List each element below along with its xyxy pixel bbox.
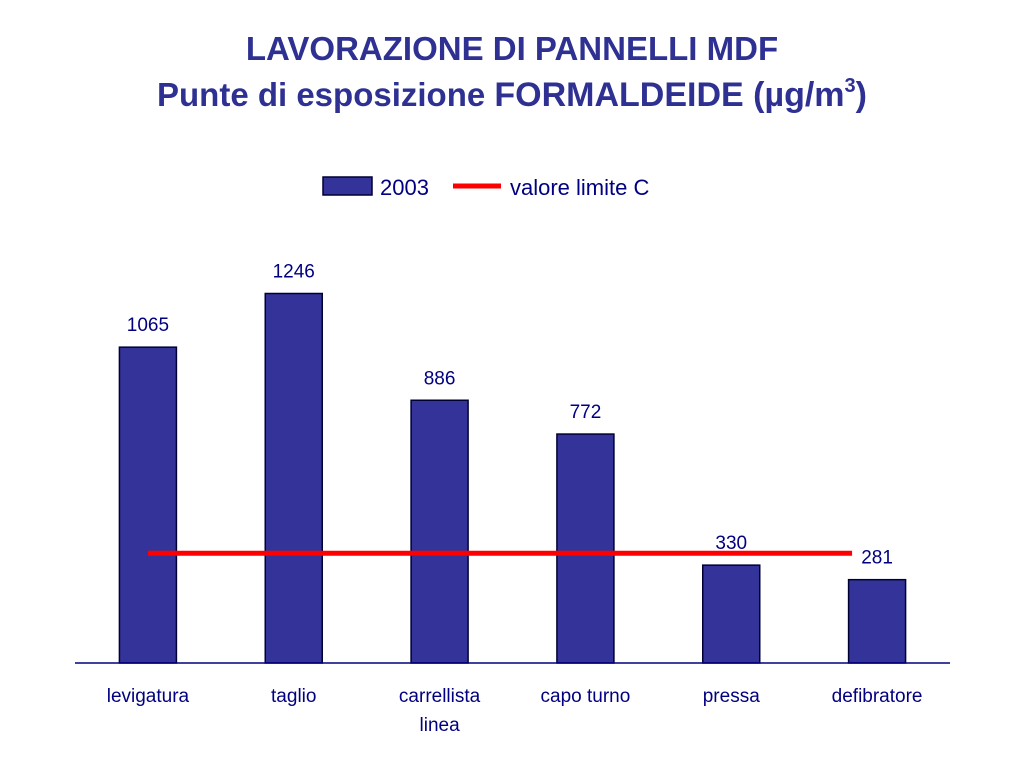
x-tick-label: taglio (271, 686, 316, 707)
x-tick-label: carrellista linea (399, 686, 481, 736)
subtitle-prefix: Punte di esposizione (157, 76, 495, 113)
x-tick-label: capo turno (541, 686, 631, 707)
bar (847, 578, 907, 664)
data-label: 330 (715, 533, 747, 554)
bar (264, 292, 323, 664)
legend-swatch-2003 (322, 176, 373, 196)
data-label: 886 (424, 368, 456, 389)
chart-title: LAVORAZIONE DI PANNELLI MDF (245, 30, 779, 67)
data-label: 281 (861, 548, 893, 569)
bar (410, 399, 469, 664)
x-tick-label: pressa (703, 686, 760, 707)
x-tick-label: defibratore (832, 686, 923, 707)
data-label: 1246 (273, 261, 315, 282)
subtitle-suffix: ) (855, 76, 867, 114)
bar (702, 564, 761, 664)
subtitle-superscript: 3 (844, 75, 856, 97)
subtitle-emphasis: FORMALDEIDE (µg/m (494, 76, 845, 114)
data-label: 1065 (127, 315, 169, 336)
legend-label-2003: 2003 (380, 175, 429, 200)
x-tick-label: levigatura (107, 686, 190, 707)
data-label: 772 (570, 402, 602, 423)
bar (118, 346, 178, 664)
legend-label-limit: valore limite C (510, 175, 649, 200)
chart-subtitle: Punte di esposizione FORMALDEIDE (µg/m3) (0, 76, 1024, 114)
bar (556, 433, 615, 664)
